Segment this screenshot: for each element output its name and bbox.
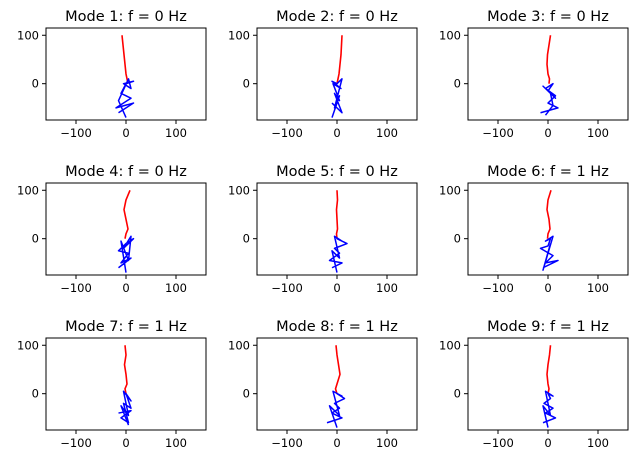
subplot-4: −100 0 100 0 100 Mode 4: f = 0 Hz <box>17 164 207 295</box>
subplot-title: Mode 4: f = 0 Hz <box>65 164 187 180</box>
subplot-1: −100 0 100 0 100 Mode 1: f = 0 Hz <box>17 9 207 140</box>
x-tick-label: 0 <box>122 126 129 140</box>
truss-line-3 <box>540 82 559 116</box>
y-tick-label: 100 <box>17 338 39 352</box>
beam-line-4 <box>123 189 131 239</box>
subplot-title: Mode 6: f = 1 Hz <box>487 164 609 180</box>
x-tick-label: 0 <box>544 436 551 450</box>
subplot-title: Mode 2: f = 0 Hz <box>276 9 398 25</box>
y-tick-label: 100 <box>439 183 461 197</box>
subplot-title: Mode 8: f = 1 Hz <box>276 319 398 335</box>
x-tick-label: 100 <box>165 281 187 295</box>
subplot-9: −100 0 100 0 100 Mode 9: f = 1 Hz <box>439 319 629 450</box>
subplot-3: −100 0 100 0 100 Mode 3: f = 0 Hz <box>439 9 629 140</box>
y-tick-label: 100 <box>228 338 250 352</box>
subplot-8: −100 0 100 0 100 Mode 8: f = 1 Hz <box>228 319 418 450</box>
x-tick-label: 100 <box>587 126 609 140</box>
beam-line-1 <box>121 35 129 84</box>
x-tick-label: 100 <box>376 126 398 140</box>
y-tick-label: 100 <box>228 28 250 42</box>
y-tick-label: 0 <box>243 232 250 246</box>
x-tick-label: 100 <box>587 281 609 295</box>
y-tick-label: 0 <box>243 387 250 401</box>
x-tick-label: 100 <box>587 436 609 450</box>
beam-line-9 <box>546 345 552 394</box>
axes-frame <box>256 27 418 121</box>
truss-line-5 <box>328 235 348 273</box>
x-tick-label: −100 <box>60 436 92 450</box>
beam-line-7 <box>123 345 128 394</box>
subplot-title: Mode 3: f = 0 Hz <box>487 9 609 25</box>
x-tick-label: 0 <box>122 436 129 450</box>
y-tick-label: 100 <box>17 183 39 197</box>
y-tick-label: 0 <box>243 77 250 91</box>
y-tick-label: 100 <box>439 338 461 352</box>
truss-line-9 <box>542 390 557 428</box>
beam-line-2 <box>336 35 343 84</box>
y-tick-label: 0 <box>32 77 39 91</box>
y-tick-label: 0 <box>454 387 461 401</box>
beam-line-6 <box>546 190 552 239</box>
x-tick-label: −100 <box>271 126 303 140</box>
subplot-2: −100 0 100 0 100 Mode 2: f = 0 Hz <box>228 9 418 140</box>
subplot-title: Mode 5: f = 0 Hz <box>276 164 398 180</box>
beam-line-8 <box>334 345 341 394</box>
truss-line-8 <box>326 390 346 428</box>
subplot-6: −100 0 100 0 100 Mode 6: f = 1 Hz <box>439 164 629 295</box>
x-tick-label: −100 <box>482 126 514 140</box>
x-tick-label: −100 <box>271 436 303 450</box>
beam-line-3 <box>546 35 552 84</box>
x-tick-label: −100 <box>60 281 92 295</box>
truss-line-7 <box>118 390 132 426</box>
y-tick-label: 0 <box>454 232 461 246</box>
x-tick-label: −100 <box>482 281 514 295</box>
x-tick-label: 100 <box>165 126 187 140</box>
x-tick-label: 0 <box>333 281 340 295</box>
truss-line-2 <box>331 78 343 118</box>
subplot-title: Mode 7: f = 1 Hz <box>65 319 187 335</box>
beam-line-5 <box>335 190 339 239</box>
y-tick-label: 100 <box>228 183 250 197</box>
x-tick-label: 100 <box>376 436 398 450</box>
y-tick-label: 100 <box>439 28 461 42</box>
x-tick-label: 0 <box>333 436 340 450</box>
x-tick-label: 0 <box>333 126 340 140</box>
truss-line-6 <box>539 235 559 271</box>
x-tick-label: −100 <box>60 126 92 140</box>
x-tick-label: 0 <box>544 126 551 140</box>
y-tick-label: 0 <box>454 77 461 91</box>
subplot-5: −100 0 100 0 100 Mode 5: f = 0 Hz <box>228 164 418 295</box>
subplot-title: Mode 1: f = 0 Hz <box>65 9 187 25</box>
x-tick-label: 0 <box>544 281 551 295</box>
x-tick-label: −100 <box>482 436 514 450</box>
subplot-7: −100 0 100 0 100 Mode 7: f = 1 Hz <box>17 319 207 450</box>
x-tick-label: −100 <box>271 281 303 295</box>
truss-line-4 <box>117 235 135 273</box>
y-tick-label: 0 <box>32 232 39 246</box>
y-tick-label: 100 <box>17 28 39 42</box>
x-tick-label: 100 <box>165 436 187 450</box>
y-tick-label: 0 <box>32 387 39 401</box>
x-tick-label: 0 <box>122 281 129 295</box>
subplot-title: Mode 9: f = 1 Hz <box>487 319 609 335</box>
truss-line-1 <box>115 78 135 118</box>
x-tick-label: 100 <box>376 281 398 295</box>
